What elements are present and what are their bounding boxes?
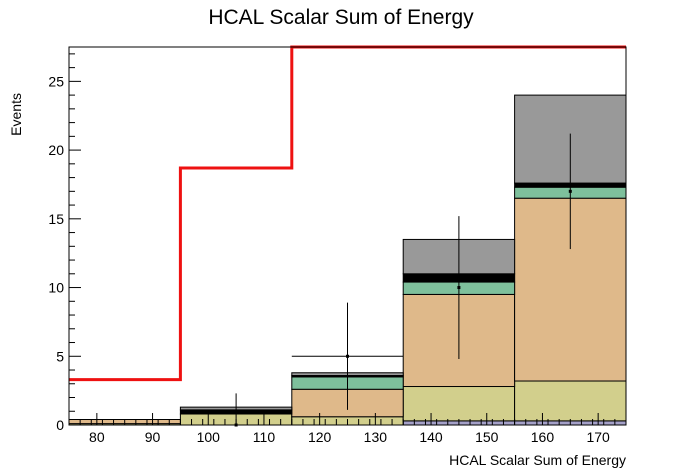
y-tick-label-2: 10 bbox=[48, 280, 64, 296]
stack-bar-1-4 bbox=[514, 380, 627, 422]
x-axis-label: HCAL Scalar Sum of Energy bbox=[449, 452, 626, 468]
x-tick-label-9: 170 bbox=[586, 429, 610, 445]
data-point-1 bbox=[346, 354, 349, 358]
y-axis-label: Events bbox=[8, 93, 24, 136]
x-tick-label-1: 90 bbox=[145, 429, 161, 445]
stack-bar-1-3 bbox=[402, 386, 516, 422]
x-tick-label-4: 120 bbox=[308, 429, 332, 445]
y-tick-label-5: 25 bbox=[48, 73, 64, 89]
x-tick-label-3: 110 bbox=[253, 429, 276, 445]
y-tick-label-4: 20 bbox=[48, 142, 64, 158]
y-tick-label-1: 5 bbox=[56, 348, 64, 364]
x-tick-label-8: 160 bbox=[531, 429, 555, 445]
x-tick-label-6: 140 bbox=[419, 429, 443, 445]
x-tick-label-7: 150 bbox=[475, 429, 499, 445]
axes: 0 5 10 15 20 25 80 90 100 110 120 130 140 150 160 170 bbox=[48, 53, 616, 445]
y-tick-label-3: 15 bbox=[48, 211, 64, 227]
x-tick-label-0: 80 bbox=[89, 429, 105, 445]
x-tick-label-5: 130 bbox=[364, 429, 388, 445]
data-point-2 bbox=[457, 286, 461, 290]
x-tick-label-2: 100 bbox=[197, 429, 221, 445]
data-point-3 bbox=[568, 189, 572, 193]
y-tick-label-0: 0 bbox=[56, 417, 64, 433]
chart-title: HCAL Scalar Sum of Energy bbox=[208, 6, 474, 29]
